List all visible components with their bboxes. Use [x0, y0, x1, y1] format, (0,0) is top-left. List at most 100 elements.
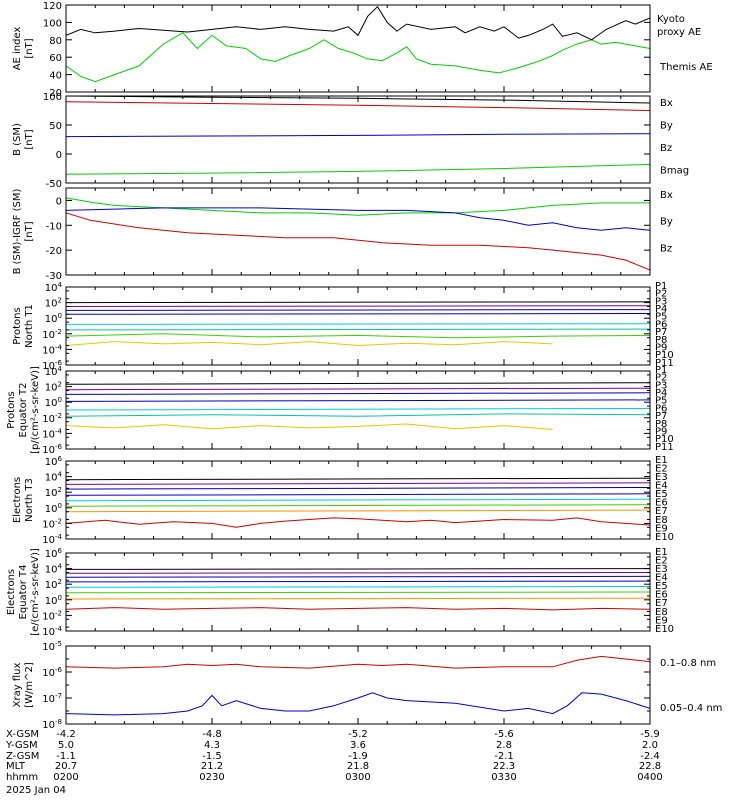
legend-label: E7: [655, 506, 668, 517]
legend-label: P3: [655, 296, 667, 307]
legend-label: E9: [655, 523, 668, 534]
series-line-bsm-3: [66, 163, 650, 175]
series-line-e4-2: [66, 575, 650, 578]
legend-label: P6: [655, 319, 667, 330]
y-tick-label: -30: [46, 271, 62, 282]
legend-label: P10: [655, 350, 674, 361]
series-line-e4-1: [66, 572, 650, 574]
y-axis-label: Equator T4: [18, 565, 29, 620]
y-tick-label: -20: [46, 246, 62, 257]
legend-label: E4: [655, 573, 668, 584]
legend: 0.1–0.8 nm 0.05–0.4 nm: [660, 658, 722, 714]
y-tick-label: 40: [49, 71, 62, 82]
y-tick-label: 102: [45, 381, 62, 394]
y-tick-label: 10-5: [42, 640, 62, 653]
y-axis-label: Electrons: [6, 569, 17, 615]
legend-label: Bx: [660, 98, 673, 109]
y-tick-label: 0: [56, 150, 62, 161]
legend-label: E7: [655, 598, 668, 609]
series-line-e3-5: [66, 504, 650, 507]
y-tick-label: 102: [45, 486, 62, 499]
legend-label: E4: [655, 481, 668, 492]
series-line-e3-3: [66, 493, 650, 496]
y-axis-label: B (SM): [12, 123, 23, 156]
legend-label: P8: [655, 419, 667, 430]
y-axis-label: Equator T2: [18, 383, 29, 438]
legend-label: P5: [655, 396, 667, 407]
legend-label: E10: [655, 532, 674, 543]
series-line-bsm-2: [66, 101, 650, 111]
legend-label: Bz: [660, 143, 672, 154]
y-tick-label: 104: [45, 281, 63, 294]
y-axis-label: North T3: [24, 478, 35, 522]
series-line-p1-7: [66, 341, 553, 347]
legend-label: Bx: [660, 190, 673, 201]
series-line-dbsm-1: [66, 207, 650, 231]
y-tick-label: 100: [45, 502, 62, 515]
y-axis-label: [nT]: [24, 129, 35, 149]
y-tick-label: 100: [45, 312, 62, 325]
series-line-e4-5: [66, 591, 650, 594]
series-line-e4-6: [66, 597, 650, 600]
y-tick-label: 106: [45, 455, 63, 468]
series-line-e3-6: [66, 509, 650, 513]
legend-label: P11: [655, 442, 674, 453]
series-line-e3-2: [66, 487, 650, 490]
y-axis-label: B (SM)-IGRF (SM): [12, 189, 23, 275]
legend-label: P1: [655, 281, 667, 292]
y-tick-label: 80: [49, 36, 62, 47]
legend-label: P4: [655, 304, 667, 315]
y-tick-label: 106: [45, 547, 63, 560]
legend-label: P9: [655, 342, 667, 353]
y-tick-label: 104: [45, 563, 63, 576]
legend-label: E5: [655, 489, 668, 500]
legend-label: E6: [655, 498, 668, 509]
series-line-p1-5: [66, 328, 650, 331]
legend-label: proxy AE: [657, 27, 701, 38]
panel-ae: 20 40 60 80 100 120 AE index [nT] Kyoto proxy AE T…: [12, 1, 713, 99]
panel-p2: 10-6 10-4 10-2 100 102 104 Protons Equator T2 [p…: [6, 365, 674, 456]
series-line-p2-4: [66, 407, 650, 411]
legend-label: 0.05–0.4 nm: [660, 703, 722, 714]
y-tick-label: 20: [49, 88, 62, 99]
panel-bsm: -50 0 50 100 B (SM) [nT] Bx By Bz Bmag: [12, 92, 689, 190]
panel-e4: 10-4 10-2 100 102 104 106 Electrons Equator T4[…: [6, 547, 674, 638]
series-line-p1-1: [66, 305, 650, 307]
legend-label: P10: [655, 434, 674, 445]
series-line-e4-4: [66, 586, 650, 588]
y-tick-label: 10-4: [42, 625, 62, 638]
legend-label: E10: [655, 624, 674, 635]
y-axis-label: Xray flux: [12, 663, 23, 708]
series-line-ae-1: [66, 5, 650, 41]
series-line-xray-0: [66, 655, 650, 669]
panel-frame: [65, 187, 651, 276]
panel-xray: 10-8 10-7 10-6 10-5 Xray flux [W/m^2] 0.1–0.8 …: [12, 640, 722, 731]
series-line-p2-3: [66, 399, 650, 402]
y-tick-label: 10-2: [42, 328, 62, 341]
legend-label: P2: [655, 373, 667, 384]
legend-label: E2: [655, 556, 668, 567]
y-tick-label: 10-7: [42, 692, 62, 705]
panel-frame: [65, 286, 651, 366]
legend-label: P6: [655, 403, 667, 414]
y-tick-label: 100: [45, 594, 62, 607]
series-line-p1-3: [66, 313, 650, 315]
series-line-ae-0: [66, 32, 650, 83]
y-axis-label: Protons: [6, 391, 17, 428]
series-line-p1-2: [66, 309, 650, 311]
y-tick-label: 10-4: [42, 427, 62, 440]
y-tick-label: 100: [45, 396, 62, 409]
panel-frame: [65, 645, 651, 725]
legend-label: Bmag: [660, 165, 689, 176]
series-line-p2-5: [66, 413, 650, 417]
legend-label: E3: [655, 564, 668, 575]
y-axis-label: [nT]: [24, 38, 35, 58]
legend-label: E5: [655, 581, 668, 592]
y-tick-label: 104: [45, 365, 63, 378]
y-tick-label: 10-2: [42, 609, 62, 622]
series-line-e3-7: [66, 517, 650, 528]
